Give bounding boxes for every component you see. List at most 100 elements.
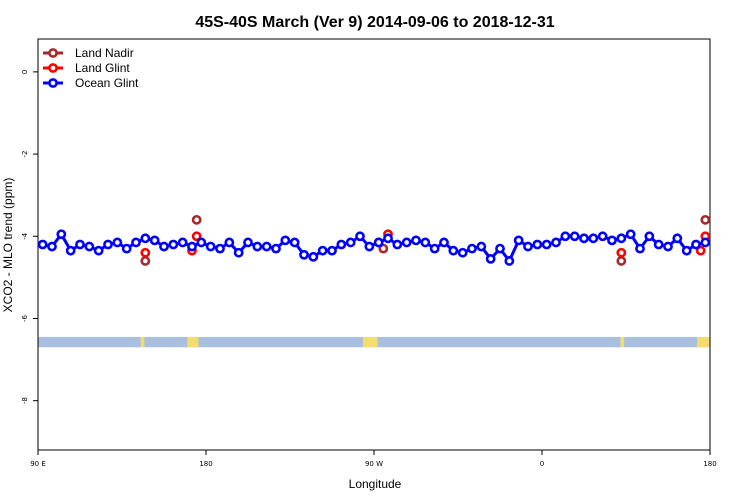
data-point [121, 243, 132, 254]
data-point [607, 235, 617, 246]
data-point [252, 241, 263, 252]
data-point [495, 243, 505, 254]
x-axis-label: Longitude [349, 477, 402, 491]
y-axis-label: XCO2 - MLO trend (ppm) [1, 178, 15, 313]
data-point [280, 235, 291, 246]
data-point [140, 233, 151, 244]
data-point [457, 247, 468, 258]
data-point [131, 237, 141, 248]
chart-title: 45S-40S March (Ver 9) 2014-09-06 to 2018… [195, 14, 554, 31]
data-point [597, 231, 608, 242]
x-tick-label: 90 W [365, 460, 383, 468]
data-point [168, 239, 179, 250]
data-point [317, 245, 328, 256]
data-point [644, 231, 655, 242]
data-point [289, 237, 300, 248]
data-point [691, 239, 701, 250]
data-point [336, 239, 347, 250]
data-point [271, 243, 281, 254]
x-tick-label: 180 [199, 460, 212, 468]
data-point [47, 241, 57, 252]
legend-label: Ocean Glint [75, 76, 139, 90]
land-segment [140, 336, 145, 348]
data-point [695, 245, 706, 256]
data-point [560, 231, 571, 242]
data-point [308, 251, 319, 262]
data-point [625, 229, 636, 240]
x-tick-label: 180 [703, 460, 716, 468]
data-point [140, 256, 151, 266]
data-point [467, 243, 477, 254]
data-point [215, 243, 225, 254]
data-point [345, 237, 356, 248]
data-point [364, 241, 375, 252]
data-point [672, 233, 683, 244]
land-segment [362, 336, 378, 348]
legend-label: Land Glint [75, 61, 130, 75]
data-point [140, 247, 151, 258]
data-point [485, 253, 496, 264]
legend-marker [48, 48, 58, 58]
data-point [681, 245, 692, 256]
data-point [383, 233, 393, 244]
data-point [191, 214, 202, 225]
series-layer [37, 214, 711, 266]
land-segment [620, 336, 625, 348]
data-point [191, 231, 202, 242]
data-point [355, 231, 365, 242]
y-tick-label: -6 [21, 314, 29, 322]
data-point [569, 231, 580, 242]
data-point [439, 237, 449, 248]
data-point [149, 235, 160, 246]
y-tick-label: 0 [21, 70, 29, 74]
x-tick-label: 0 [540, 460, 544, 468]
data-point [103, 239, 113, 250]
legend-label: Land Nadir [75, 46, 134, 60]
data-point [93, 245, 104, 256]
data-point [327, 245, 337, 256]
data-point [299, 249, 309, 260]
data-point [513, 235, 524, 246]
y-axis: 0 -2 -4 -6 -8 [21, 70, 38, 404]
data-point [700, 214, 711, 225]
data-point [448, 245, 459, 256]
data-point [663, 241, 673, 252]
series-land-nadir [140, 214, 711, 266]
data-point [392, 239, 403, 250]
y-tick-label: -2 [21, 151, 29, 158]
data-point [84, 241, 95, 252]
data-point [56, 229, 67, 240]
data-point [205, 241, 216, 252]
data-point [75, 239, 85, 250]
data-point [476, 241, 487, 252]
series-ocean-glint [37, 229, 711, 266]
data-point [196, 237, 207, 248]
data-point [373, 237, 384, 248]
data-point [159, 241, 169, 252]
y-tick-label: -4 [21, 232, 29, 240]
data-point [37, 239, 48, 250]
data-point [635, 243, 645, 254]
data-point [504, 256, 515, 266]
data-point [616, 247, 627, 258]
legend-marker [48, 78, 58, 88]
data-point [261, 241, 272, 252]
data-point [177, 237, 188, 248]
data-point [420, 237, 431, 248]
data-point [378, 243, 389, 254]
data-point [653, 239, 664, 250]
data-point [700, 237, 711, 248]
data-point [616, 256, 627, 266]
data-point [243, 237, 253, 248]
land-segment [187, 336, 199, 348]
data-point [112, 237, 123, 248]
legend-marker [48, 63, 58, 73]
data-point [579, 233, 589, 244]
land-segment [696, 336, 710, 348]
data-point [401, 237, 412, 248]
data-point [616, 233, 627, 244]
data-point [541, 239, 552, 250]
data-point [551, 237, 561, 248]
